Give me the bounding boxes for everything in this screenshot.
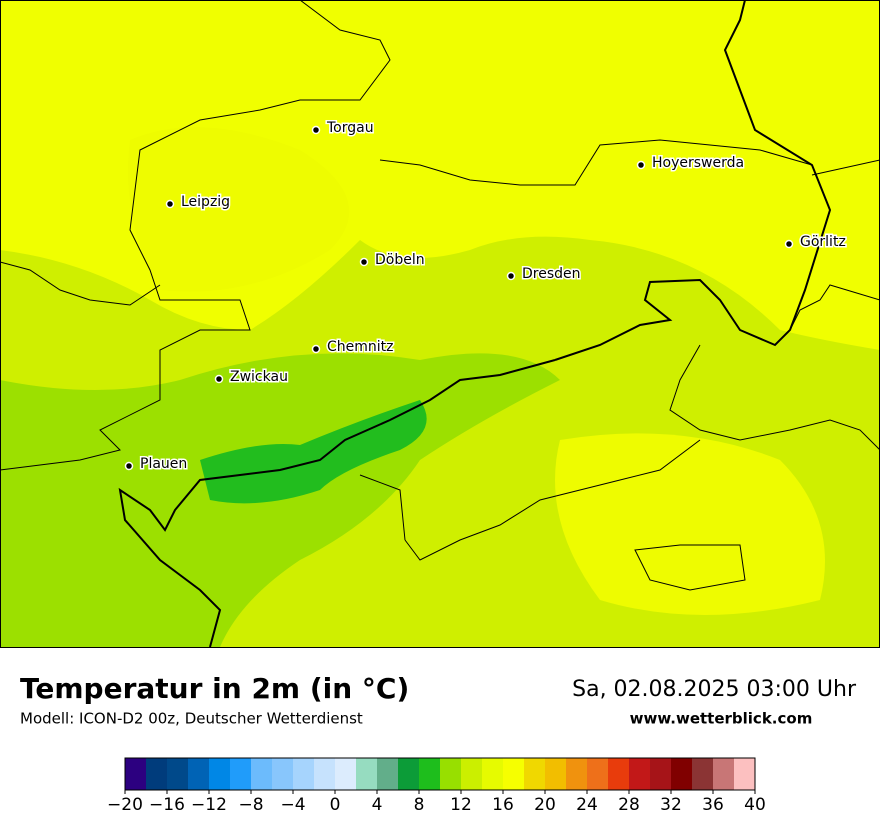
state-border [118,359,556,648]
title: Temperatur in 2m (in °C) [20,672,409,705]
colorbar-tick-label: −16 [149,795,185,815]
state-border [554,0,832,361]
colorbar-tick-label: −20 [107,795,143,815]
colorbar-tick-label: 32 [660,795,682,815]
colorbar-swatch [356,758,378,790]
city-dot [311,125,321,135]
city-dot [214,374,224,384]
state-border [0,261,161,306]
warm-region [555,433,825,615]
colorbar-tick-label: 20 [534,795,556,815]
city-label: Torgau [326,120,374,136]
colorbar-swatch [230,758,252,790]
colorbar-swatch [419,758,441,790]
colorbar-tick-label: −8 [238,795,263,815]
city-dot [359,257,369,267]
state-border [634,544,746,591]
colorbar-swatch [482,758,504,790]
colorbar-tick-label: 24 [576,795,598,815]
colorbar-swatch [629,758,651,790]
colorbar-swatch [587,758,609,790]
colorbar-swatch [293,758,315,790]
colorbar-swatch [734,758,756,790]
colorbar-tick-label: 36 [702,795,724,815]
colorbar-swatch [167,758,189,790]
colorbar: −20 −16 −12 −8 −4 0 4 8 12 16 20 24 28 32 36 40 [107,757,766,815]
city-dot [311,344,321,354]
city-label: Leipzig [181,194,230,210]
colorbar-swatch [608,758,630,790]
colorbar-frame [124,757,756,791]
colorbar-swatch [713,758,735,790]
colorbar-tick-label: 28 [618,795,640,815]
state-border [404,439,701,561]
state-border [379,139,813,186]
colorbar-swatch [125,758,147,790]
colorbar-swatch [209,758,231,790]
state-border [359,474,406,541]
state-border [811,159,880,176]
colorbar-swatch [377,758,399,790]
city-label: Görlitz [800,234,846,250]
colorbar-tick-label: 40 [744,795,766,815]
colorbar-swatch [146,758,168,790]
city-dot [124,461,134,471]
colorbar-tick-label: 16 [492,795,514,815]
colorbar-tick-label: 8 [414,795,425,815]
colorbar-tick-label: −4 [280,795,305,815]
city-label: Chemnitz [327,339,394,355]
city-label: Hoyerswerda [652,155,744,171]
warm-region [128,127,350,292]
colorbar-swatch [650,758,672,790]
colorbar-swatch [398,758,420,790]
colorbar-swatch [440,758,462,790]
colorbar-tick-label: −12 [191,795,227,815]
cold-region [200,400,427,504]
colorbar-tick-label: 12 [450,795,472,815]
map [0,0,880,648]
colorbar-swatch [251,758,273,790]
colorbar-swatch [461,758,483,790]
state-border [0,0,391,471]
colorbar-tick-label: 4 [372,795,383,815]
colorbar-swatch [524,758,546,790]
city-label: Dresden [522,266,581,282]
state-border [789,284,880,331]
colorbar-swatch [692,758,714,790]
borders [0,0,880,648]
colorbar-swatch [671,758,693,790]
datetime: Sa, 02.08.2025 03:00 Uhr [572,677,857,702]
colorbar-swatch [272,758,294,790]
state-border [669,344,880,451]
colorbar-tick-label: 0 [330,795,341,815]
colorbar-swatch [566,758,588,790]
city-label: Döbeln [375,252,425,268]
city-label: Plauen [140,456,187,472]
city-dot [784,239,794,249]
city-dot [636,160,646,170]
colorbar-swatch [503,758,525,790]
city-label: Zwickau [230,369,288,385]
colorbar-swatch [335,758,357,790]
colorbar-swatch [545,758,567,790]
colorbar-swatch [314,758,336,790]
model-info: Modell: ICON-D2 00z, Deutscher Wetterdie… [20,710,363,728]
city-dot [165,199,175,209]
website: www.wetterblick.com [630,710,813,728]
colorbar-swatch [188,758,210,790]
city-labels: Torgau Leipzig Hoyerswerda Görlitz Döbeln Dre… [124,119,847,474]
city-dot [506,271,516,281]
